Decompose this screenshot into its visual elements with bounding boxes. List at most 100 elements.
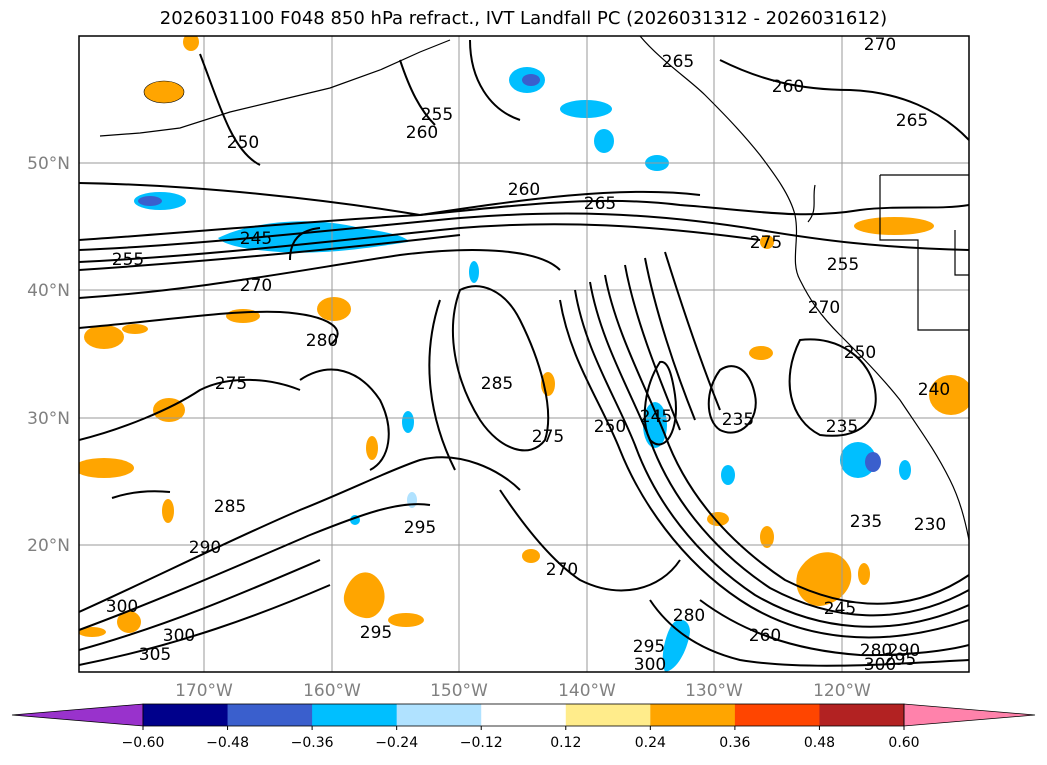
map-title: 2026031100 F048 850 hPa refract., IVT La… [159,8,888,29]
contour-label: 295 [633,637,665,657]
contour-label: 260 [406,123,438,143]
lat-tick-label: 20°N [27,536,70,556]
positive-anomaly [79,458,134,478]
lon-tick-label: 170°W [175,681,233,701]
colorbar-ticks: −0.60 −0.48 −0.36 −0.24 −0.12 0.12 0.24 0.36 0.4… [122,726,920,751]
colorbar-segment [734,704,820,726]
contour-label: 265 [662,52,694,72]
colorbar-segment [227,704,313,726]
lon-tick-label: 140°W [558,681,616,701]
positive-anomaly [122,324,148,334]
negative-anomaly [469,261,479,283]
positive-anomaly [79,627,106,637]
contour-label: 275 [215,374,247,394]
contour-label: 245 [640,407,672,427]
negative-anomaly [662,619,690,672]
negative-anomaly [402,411,414,433]
contour-label: 250 [594,417,626,437]
colorbar-tick-label: 0.60 [888,735,919,751]
positive-anomaly [317,297,351,321]
positive-anomaly [117,611,141,633]
filled-anomalies [79,36,969,672]
contour-lines [79,39,969,667]
contour-label: 235 [826,417,858,437]
map-plot-area [79,36,969,672]
contour-label: 280 [860,641,892,661]
positive-anomaly [929,375,969,415]
contour-label: 275 [750,233,782,253]
contour-label: 285 [481,374,513,394]
contour-label: 255 [112,250,144,270]
contour-label: 300 [864,655,896,675]
lat-tick-label: 50°N [27,154,70,174]
colorbar-segment [143,704,229,726]
contour-label: 230 [914,515,946,535]
colorbar-tick-label: −0.60 [122,735,165,751]
colorbar-frame [142,703,905,727]
contour-label: 300 [163,626,195,646]
colorbar-tick-label: 0.12 [550,735,581,751]
colorbar [11,703,1036,727]
contour-label: 295 [884,650,916,670]
contour-label: 295 [360,623,392,643]
colorbar-tick-label: −0.24 [375,735,418,751]
latitude-ticks: 50°N 40°N 30°N 20°N [27,154,70,556]
colorbar-segment [481,704,567,726]
negative-anomaly [560,100,612,118]
negative-anomaly [865,452,881,472]
negative-anomaly [721,465,735,485]
positive-anomaly [388,613,424,627]
contour-label: 245 [824,599,856,619]
contour-label: 270 [240,276,272,296]
coastlines [99,36,969,541]
negative-anomaly [594,129,614,153]
contour-label: 245 [240,229,272,249]
lon-tick-label: 120°W [813,681,871,701]
colorbar-tick-label: −0.36 [291,735,334,751]
negative-anomaly [407,492,417,508]
contour-label: 250 [844,343,876,363]
contour-label: 280 [306,331,338,351]
colorbar-tick-label: −0.12 [460,735,503,751]
lon-tick-label: 130°W [685,681,743,701]
positive-anomaly [858,563,870,585]
colorbar-tick-label: 0.24 [635,735,666,751]
contour-label: 250 [227,133,259,153]
negative-anomaly [899,460,911,480]
positive-anomaly [366,436,378,460]
contour-label: 255 [421,105,453,125]
colorbar-segment [565,704,651,726]
positive-anomaly [183,36,199,51]
contour-label: 240 [918,380,950,400]
lat-tick-label: 30°N [27,409,70,429]
contour-label: 260 [772,77,804,97]
colorbar-extend-min [11,703,144,727]
colorbar-segment [819,704,905,726]
negative-anomaly [522,74,540,86]
contour-label: 300 [106,597,138,617]
colorbar-tick-label: 0.48 [804,735,835,751]
contour-labels: 265 270 260 265 255 260 250 245 255 265 … [106,35,950,675]
contour-label: 275 [532,427,564,447]
contour-label: 300 [634,655,666,675]
contour-label: 270 [808,298,840,318]
colorbar-tick-label: −0.48 [206,735,249,751]
contour-label: 235 [850,512,882,532]
positive-anomaly [162,499,174,523]
positive-anomaly [343,572,385,619]
colorbar-segment [396,704,482,726]
positive-anomaly [760,526,774,548]
positive-anomaly [760,235,774,249]
colorbar-segment [312,704,398,726]
contour-label: 270 [546,560,578,580]
contour-label: 290 [888,641,920,661]
contour-label: 265 [584,194,616,214]
contour-label: 290 [189,538,221,558]
contour-label: 305 [139,645,171,665]
longitude-ticks: 170°W 160°W 150°W 140°W 130°W 120°W [175,681,871,701]
positive-anomaly [749,346,773,360]
contour-label: 260 [749,626,781,646]
contour-label: 260 [508,180,540,200]
map-frame [78,35,970,673]
